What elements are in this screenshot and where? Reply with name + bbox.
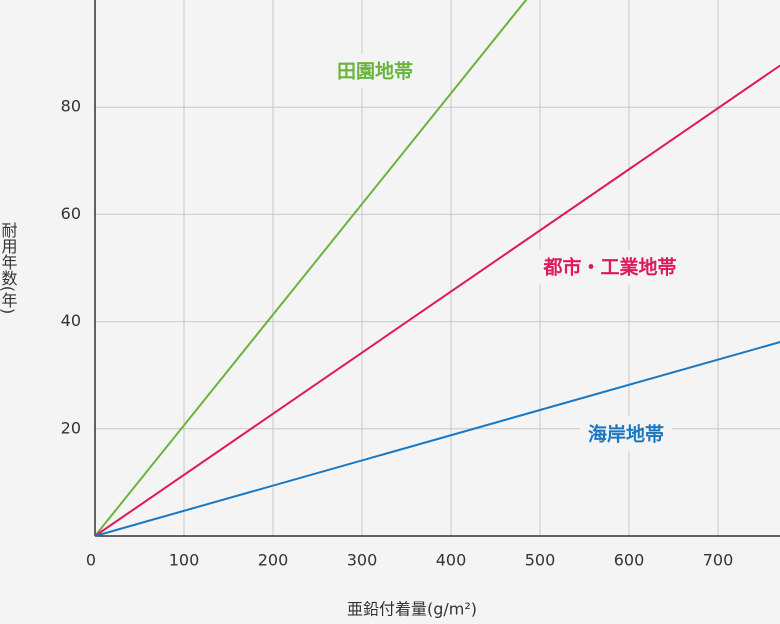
- x-tick-label: 0: [86, 551, 96, 570]
- y-axis-label: 耐用年数(年): [0, 222, 18, 314]
- series-label-background: [579, 416, 673, 452]
- y-tick-label: 20: [61, 418, 81, 437]
- x-tick-label: 300: [347, 551, 378, 570]
- x-tick-label: 600: [614, 551, 645, 570]
- x-tick-label: 500: [525, 551, 556, 570]
- x-tick-label: 100: [169, 551, 200, 570]
- x-tick-label: 700: [703, 551, 734, 570]
- x-tick-label: 200: [258, 551, 289, 570]
- series-line: [95, 341, 780, 537]
- y-tick-label: 60: [61, 204, 81, 223]
- series-label-background: [534, 249, 685, 285]
- series-label-background: [328, 53, 422, 89]
- y-tick-label: 80: [61, 97, 81, 116]
- series-label: 海岸地帯: [588, 423, 664, 446]
- series-label: 都市・工業地帯: [542, 256, 676, 279]
- series-label: 田園地帯: [337, 60, 413, 83]
- series-line: [95, 64, 780, 537]
- x-tick-label: 400: [436, 551, 467, 570]
- plot-area: [95, 0, 780, 537]
- y-tick-label: 40: [61, 311, 81, 330]
- series-line: [95, 0, 528, 537]
- x-axis-label: 亜鉛付着量(g/m²): [347, 600, 477, 619]
